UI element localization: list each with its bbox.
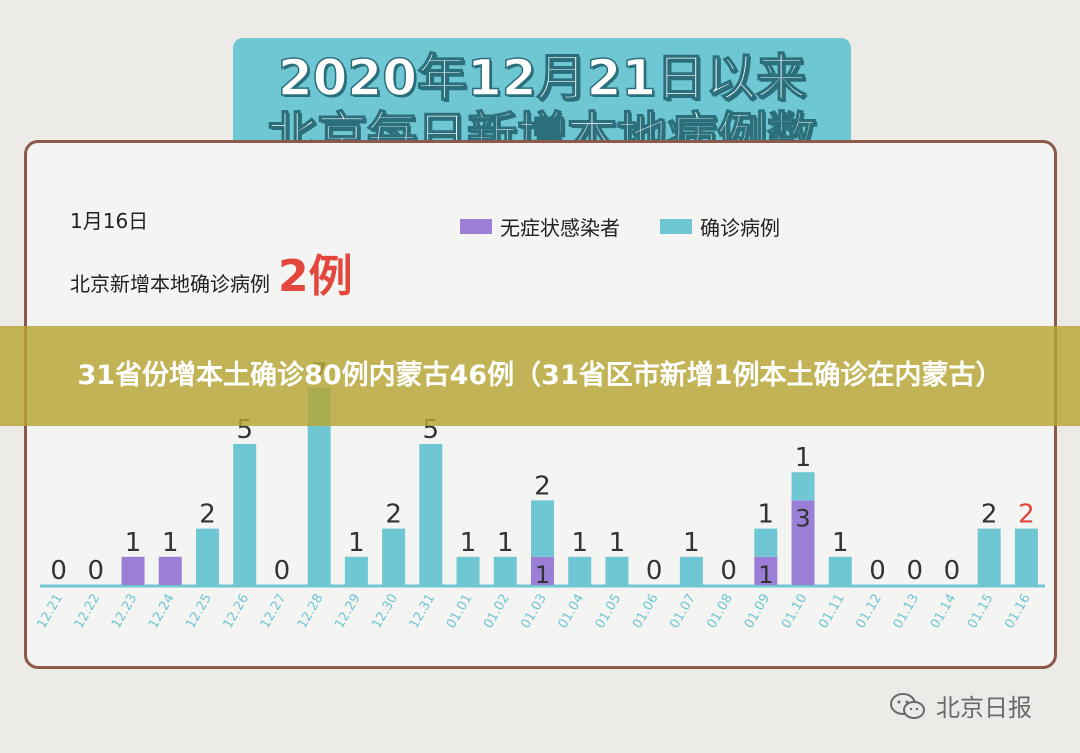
bar-confirmed — [307, 387, 331, 585]
legend: 无症状感染者 确诊病例 — [460, 212, 806, 241]
news-banner-text: 31省份增本土确诊80例内蒙古46例（31省区市新增1例本土确诊在内蒙古） — [77, 360, 1003, 391]
bar-confirmed — [344, 556, 368, 585]
data-label: 2 — [534, 471, 551, 501]
bar-asymptomatic — [791, 500, 815, 585]
x-tick-label: 12.27 — [258, 592, 290, 632]
data-label: 0 — [944, 556, 961, 586]
data-label: 0 — [720, 556, 737, 586]
bar-asymptomatic — [158, 556, 182, 585]
wechat-icon — [890, 692, 925, 719]
title-line-1: 2020年12月21日以来 — [277, 48, 807, 108]
bar-confirmed — [493, 556, 517, 585]
legend-label-confirmed: 确诊病例 — [700, 216, 780, 240]
bar-confirmed — [977, 528, 1001, 585]
data-label: 0 — [50, 556, 67, 586]
legend-swatch-asymptomatic — [460, 219, 492, 234]
bar-confirmed — [679, 556, 703, 585]
x-tick-label: 12.23 — [109, 592, 141, 632]
data-label: 1 — [683, 528, 700, 558]
x-tick-label: 01.03 — [518, 592, 550, 632]
data-label: 0 — [274, 556, 291, 586]
x-tick-label: 01.16 — [1002, 592, 1034, 632]
x-tick-label: 01.09 — [742, 592, 774, 632]
x-tick-label: 12.31 — [407, 592, 439, 632]
x-tick-label: 01.08 — [704, 592, 736, 632]
x-tick-label: 12.24 — [146, 592, 178, 632]
data-label: 0 — [906, 556, 923, 586]
bar-confirmed — [1014, 528, 1038, 585]
bar-confirmed — [605, 556, 629, 585]
x-tick-label: 01.10 — [779, 592, 811, 632]
x-tick-label: 01.15 — [965, 592, 997, 632]
data-label: 1 — [348, 528, 365, 558]
x-tick-label: 01.02 — [481, 592, 513, 632]
legend-item-asymptomatic: 无症状感染者 — [460, 212, 620, 241]
asymptomatic-label: 1 — [758, 561, 773, 589]
data-label: 1 — [795, 443, 812, 473]
legend-swatch-confirmed — [660, 219, 692, 234]
bar-confirmed — [531, 500, 554, 557]
data-label: 2 — [199, 500, 216, 530]
asymptomatic-label: 1 — [535, 561, 550, 589]
data-label: 1 — [571, 528, 588, 558]
data-label: 1 — [832, 528, 849, 558]
data-label: 0 — [869, 556, 886, 586]
bar-confirmed — [382, 528, 406, 585]
data-label: 1 — [497, 528, 514, 558]
bar-confirmed — [233, 444, 257, 585]
bar-confirmed — [828, 556, 852, 585]
bar-confirmed — [196, 528, 219, 585]
x-tick-label: 01.11 — [816, 592, 848, 632]
x-tick-label: 12.22 — [72, 592, 104, 632]
x-tick-label: 12.21 — [34, 592, 66, 632]
x-tick-label: 01.06 — [630, 592, 662, 632]
data-label: 1 — [609, 528, 626, 558]
legend-item-confirmed: 确诊病例 — [660, 212, 780, 241]
info-count: 2例 — [278, 251, 353, 302]
bar-confirmed — [419, 444, 443, 585]
data-label: 2 — [1018, 500, 1035, 530]
x-tick-label: 12.26 — [221, 592, 253, 632]
watermark: 北京日报 — [888, 688, 1032, 723]
bar-confirmed — [456, 556, 480, 585]
info-block: 1月16日 北京新增本地确诊病例 2例 — [70, 205, 353, 304]
x-tick-label: 01.13 — [891, 592, 923, 632]
x-tick-label: 12.28 — [295, 592, 327, 632]
data-label: 1 — [460, 528, 477, 558]
news-banner[interactable]: 31省份增本土确诊80例内蒙古46例（31省区市新增1例本土确诊在内蒙古） — [0, 326, 1080, 426]
watermark-text: 北京日报 — [936, 694, 1032, 722]
x-tick-label: 12.29 — [332, 592, 364, 632]
x-tick-label: 01.12 — [853, 592, 885, 632]
data-label: 2 — [981, 500, 998, 530]
info-date: 1月16日 — [70, 209, 149, 233]
bar-confirmed — [791, 472, 815, 501]
x-tick-label: 01.14 — [928, 592, 960, 632]
x-tick-label: 01.01 — [444, 592, 476, 632]
x-tick-label: 01.07 — [667, 592, 699, 632]
legend-label-asymptomatic: 无症状感染者 — [500, 216, 620, 240]
data-label: 0 — [646, 556, 663, 586]
x-tick-label: 12.25 — [183, 592, 215, 632]
x-tick-label: 01.04 — [556, 592, 588, 632]
data-label: 1 — [162, 528, 179, 558]
asymptomatic-label: 3 — [795, 504, 810, 532]
bar-confirmed — [568, 556, 592, 585]
bar-asymptomatic — [121, 556, 145, 585]
bar-confirmed — [754, 528, 778, 557]
info-desc: 北京新增本地确诊病例 — [70, 272, 270, 296]
bar-asymptomatic — [754, 556, 778, 585]
x-tick-label: 12.30 — [369, 592, 401, 632]
data-label: 0 — [88, 556, 105, 586]
bar-asymptomatic — [531, 556, 554, 585]
x-tick-label: 01.05 — [593, 592, 625, 632]
data-label: 1 — [758, 500, 775, 530]
data-label: 2 — [385, 500, 402, 530]
data-label: 1 — [125, 528, 142, 558]
